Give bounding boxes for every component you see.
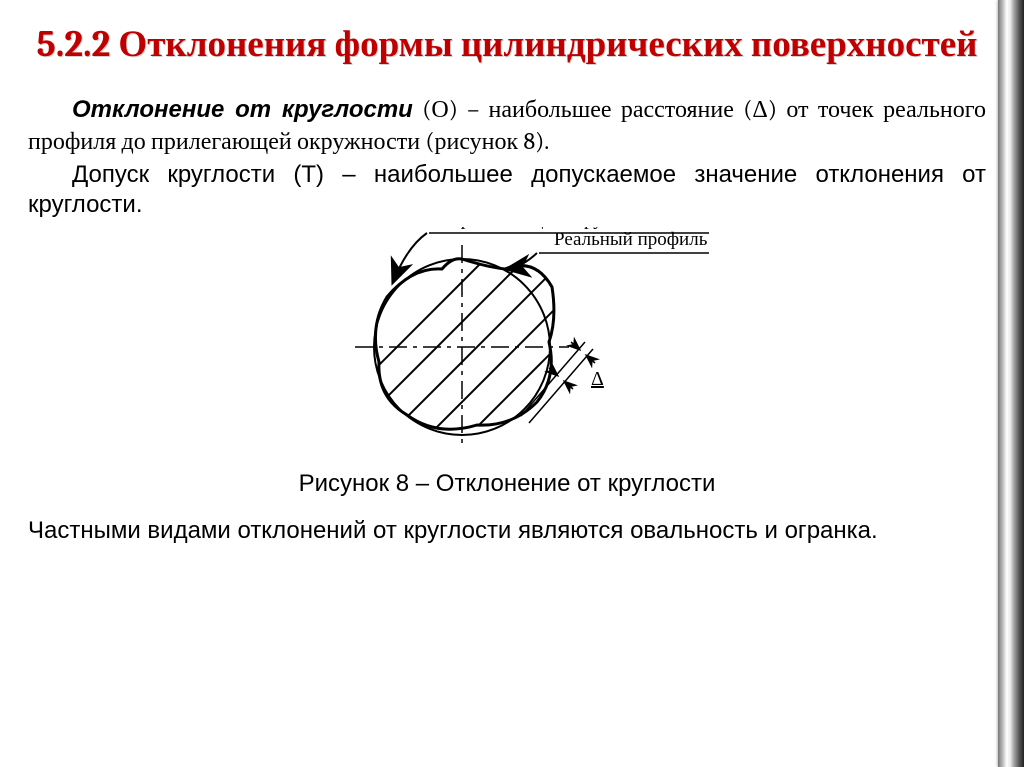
label-inner-text: Реальный профиль <box>554 229 708 250</box>
term-roundness-deviation: Отклонение от круглости <box>72 96 413 123</box>
delta-indicator: Δ <box>521 342 604 423</box>
figure-caption: Рисунок 8 – Отклонение от круглости <box>28 470 986 498</box>
note-paragraph: Частными видами отклонений от круглости … <box>28 516 986 547</box>
slide-edge-decoration <box>998 0 1024 767</box>
delta-label: Δ <box>591 368 604 390</box>
paragraph-2: Допуск круглости (Т) – наибольшее допуск… <box>28 160 986 221</box>
leader-outer <box>393 233 427 282</box>
slide-title: 5.2.2 Отклонения формы цилиндрических по… <box>28 22 986 68</box>
paragraph-1: Отклонение от круглости (О) – наибольшее… <box>28 94 986 157</box>
body-text: Отклонение от круглости (О) – наибольшее… <box>28 94 986 221</box>
roundness-diagram: Прилегающая окружность Реальный профиль … <box>297 227 717 449</box>
figure-wrap: Прилегающая окружность Реальный профиль … <box>28 227 986 498</box>
slide-container: 5.2.2 Отклонения формы цилиндрических по… <box>0 0 1024 767</box>
real-profile <box>375 259 553 430</box>
